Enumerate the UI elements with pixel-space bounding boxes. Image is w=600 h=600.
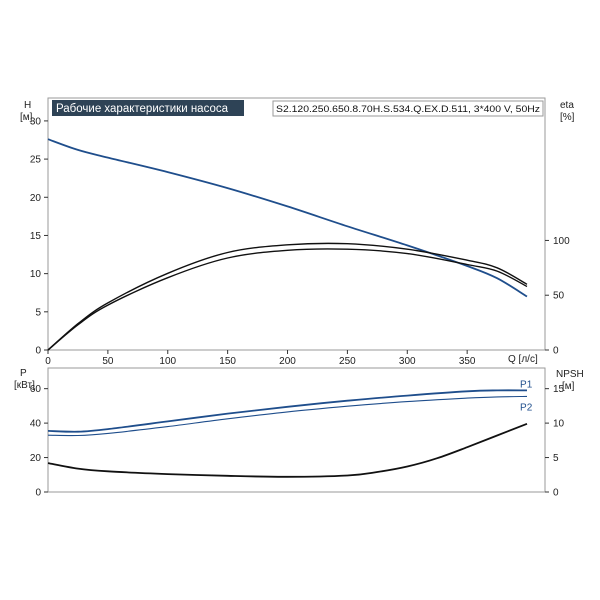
chart-title: Рабочие характеристики насоса [56,103,229,115]
npsh-axis-tick-label: 10 [553,419,565,430]
head-axis-tick-label: 30 [30,116,42,127]
chart-title-box [52,100,244,116]
flow-axis-tick-label: 150 [219,356,236,367]
npsh-axis-label: NPSH [556,369,584,380]
head-axis-label: H [24,100,31,111]
power-axis-tick-label: 0 [35,488,41,499]
head-axis-tick-label: 15 [30,231,42,242]
flow-axis-label: Q [л/с] [508,354,538,365]
series-label-p1: P1 [520,379,533,390]
top-panel-frame [47,97,546,351]
power-p1-curve [47,389,528,433]
eta-axis-tick-label: 0 [553,346,559,357]
flow-axis-tick-label: 0 [45,356,51,367]
pump-model-label: S2.120.250.650.8.70H.S.534.Q.EX.D.511, 3… [276,104,540,115]
efficiency-curve-lower [47,248,528,351]
flow-axis-tick-label: 300 [399,356,416,367]
flow-axis-tick-label: 100 [159,356,176,367]
bottom-panel-frame [47,367,546,493]
power-axis-tick-label: 20 [30,453,42,464]
flow-axis-tick-label: 350 [459,356,476,367]
head-axis-tick-label: 25 [30,155,42,166]
eta-axis-tick-label: 50 [553,291,565,302]
head-axis-tick-label: 5 [35,307,41,318]
power-axis-tick-label: 60 [30,384,42,395]
pump-model-box [272,100,544,117]
head-axis-tick-label: 10 [30,269,42,280]
flow-axis-tick-label: 50 [102,356,114,367]
npsh-axis-tick-label: 5 [553,453,559,464]
head-axis-tick-label: 0 [35,346,41,357]
efficiency-curve-upper [47,242,528,351]
flow-axis-tick-label: 250 [339,356,356,367]
power-axis-label: P [20,368,27,379]
head-curve [47,138,528,298]
chart-marks: 0 50 100 150 200 250 300 3500510152025300501000… [30,116,570,498]
power-p2-curve [47,395,528,437]
npsh-axis-tick-label: 15 [553,384,565,395]
eta-axis-unit: [%] [560,112,575,123]
npsh-axis-unit: [м] [562,381,575,392]
power-axis-unit: [кВт] [14,380,35,391]
head-axis-tick-label: 20 [30,193,42,204]
series-label-p2: P2 [520,402,533,413]
power-axis-tick-label: 40 [30,419,42,430]
head-axis-unit: [м] [20,112,33,123]
npsh-curve [47,422,528,478]
eta-axis-tick-label: 100 [553,236,570,247]
eta-axis-label: eta [560,100,574,111]
flow-axis-tick-label: 200 [279,356,296,367]
npsh-axis-tick-label: 0 [553,488,559,499]
